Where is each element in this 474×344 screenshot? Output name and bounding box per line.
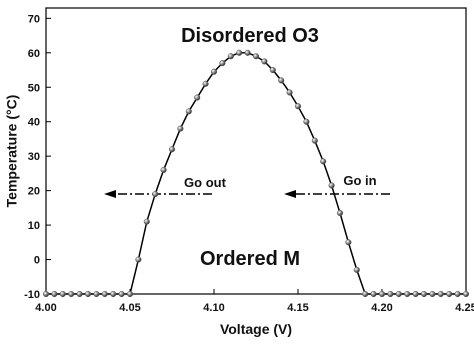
marker — [378, 290, 386, 298]
marker — [177, 125, 184, 132]
marker — [345, 239, 352, 246]
marker — [168, 146, 176, 153]
marker — [185, 108, 192, 115]
x-tick-label: 4.15 — [287, 302, 308, 314]
marker — [42, 290, 50, 298]
y-tick-label: 30 — [28, 151, 40, 163]
y-tick-label: -10 — [24, 289, 40, 301]
annotation: Ordered M — [200, 248, 300, 270]
marker — [412, 290, 419, 298]
marker — [261, 58, 268, 65]
marker — [110, 290, 117, 298]
marker — [135, 256, 142, 263]
plot-frame — [45, 7, 467, 295]
y-tick-label: 0 — [34, 255, 40, 267]
marker — [143, 218, 150, 225]
marker — [404, 290, 411, 298]
marker — [387, 290, 394, 298]
marker — [101, 290, 108, 298]
marker — [395, 290, 402, 298]
marker — [311, 137, 318, 144]
marker — [210, 68, 218, 75]
y-tick-label: 70 — [28, 13, 40, 25]
marker — [420, 290, 428, 298]
marker — [244, 49, 251, 56]
marker — [219, 60, 226, 67]
marker — [370, 290, 377, 298]
marker — [202, 80, 209, 87]
marker — [437, 290, 444, 298]
marker — [160, 166, 167, 174]
marker — [252, 53, 260, 60]
marker — [126, 290, 134, 298]
arrow-head — [104, 190, 116, 198]
marker — [84, 290, 92, 298]
marker — [328, 182, 335, 189]
annotation: Go in — [343, 173, 376, 188]
y-tick-label: 60 — [28, 48, 40, 60]
marker — [93, 290, 100, 298]
marker — [68, 290, 75, 298]
marker — [118, 290, 125, 298]
annotation: Disordered O3 — [181, 25, 319, 47]
x-tick-label: 4.10 — [203, 302, 224, 314]
annotation: Go out — [184, 175, 227, 190]
marker — [353, 266, 360, 273]
x-axis-label: Voltage (V) — [220, 321, 292, 337]
marker — [303, 118, 310, 125]
marker — [336, 209, 344, 217]
x-tick-label: 4.05 — [119, 302, 140, 314]
marker — [320, 158, 327, 165]
y-tick-label: 20 — [28, 186, 40, 198]
marker — [76, 290, 83, 298]
x-tick-label: 4.20 — [371, 302, 392, 314]
marker — [278, 77, 285, 84]
marker — [152, 191, 159, 198]
marker — [429, 290, 436, 298]
marker — [194, 94, 201, 101]
marker — [227, 53, 234, 60]
marker — [446, 290, 453, 298]
marker — [294, 103, 302, 110]
marker — [269, 66, 276, 74]
y-axis-label: Temperature (°C) — [4, 95, 20, 208]
marker — [236, 49, 243, 56]
marker — [454, 290, 461, 298]
y-tick-label: 40 — [28, 117, 40, 129]
marker — [362, 290, 369, 298]
marker — [286, 89, 293, 96]
marker — [59, 290, 66, 298]
marker — [462, 290, 470, 298]
y-tick-label: 50 — [28, 82, 40, 94]
arrow-head — [284, 190, 296, 198]
x-tick-label: 4.25 — [455, 302, 474, 314]
marker — [51, 290, 58, 298]
y-tick-label: 10 — [28, 220, 40, 232]
x-tick-label: 4.00 — [35, 302, 56, 314]
